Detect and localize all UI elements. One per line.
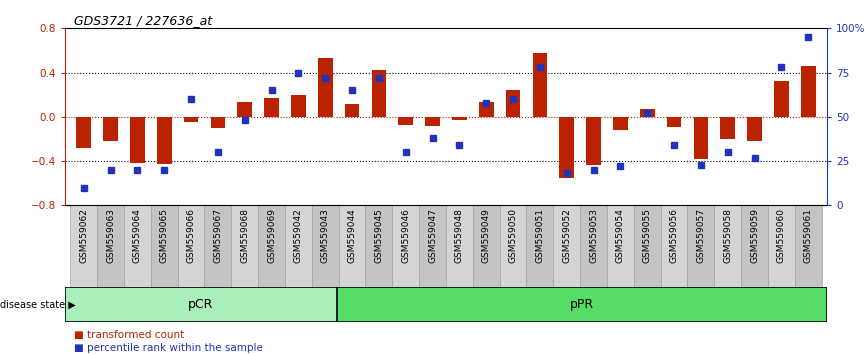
Bar (231, 205, 258, 289)
Bar (500, 205, 527, 289)
Bar (607, 205, 634, 289)
Text: GSM559042: GSM559042 (294, 208, 303, 263)
Bar (365, 205, 392, 289)
Bar (184, 117, 198, 122)
Bar (97, 205, 124, 289)
Bar (446, 205, 473, 289)
Bar (661, 205, 688, 289)
Bar (130, 117, 145, 163)
Bar (774, 81, 789, 117)
Text: GSM559053: GSM559053 (589, 208, 598, 263)
Text: GSM559048: GSM559048 (455, 208, 464, 263)
Text: GSM559052: GSM559052 (562, 208, 572, 263)
Bar (285, 205, 312, 289)
Bar (398, 117, 413, 125)
Bar (70, 205, 97, 289)
Bar (291, 95, 306, 117)
Bar (345, 104, 359, 117)
Text: GSM559043: GSM559043 (320, 208, 330, 263)
Text: GSM559068: GSM559068 (240, 208, 249, 263)
Bar (339, 205, 365, 289)
Bar (204, 205, 231, 289)
Bar (425, 117, 440, 126)
Bar (372, 70, 386, 117)
Bar (65, 287, 337, 322)
Text: GSM559049: GSM559049 (481, 208, 491, 263)
Bar (312, 205, 339, 289)
Text: GSM559046: GSM559046 (401, 208, 410, 263)
Bar (553, 205, 580, 289)
Text: GSM559051: GSM559051 (535, 208, 545, 263)
Bar (613, 117, 628, 130)
Text: GSM559063: GSM559063 (106, 208, 115, 263)
Bar (392, 205, 419, 289)
Bar (721, 117, 735, 139)
Bar (667, 117, 682, 127)
Bar (103, 117, 118, 141)
Bar (479, 102, 494, 117)
Text: GSM559067: GSM559067 (213, 208, 223, 263)
Text: GSM559066: GSM559066 (186, 208, 196, 263)
Bar (747, 117, 762, 141)
Bar (714, 205, 741, 289)
Bar (768, 205, 795, 289)
Text: disease state ▶: disease state ▶ (0, 299, 75, 309)
Text: GSM559065: GSM559065 (159, 208, 169, 263)
Text: GSM559060: GSM559060 (777, 208, 786, 263)
Bar (473, 205, 500, 289)
Bar (527, 205, 553, 289)
Text: GSM559056: GSM559056 (669, 208, 679, 263)
Text: pCR: pCR (188, 298, 214, 311)
Text: ■ transformed count: ■ transformed count (74, 330, 184, 339)
Bar (801, 66, 816, 117)
Bar (264, 98, 279, 117)
Text: GSM559062: GSM559062 (79, 208, 88, 263)
Bar (76, 117, 91, 148)
Bar (694, 117, 708, 159)
Bar (559, 117, 574, 178)
Text: GDS3721 / 227636_at: GDS3721 / 227636_at (74, 14, 211, 27)
Bar (640, 109, 655, 117)
Text: pPR: pPR (570, 298, 594, 311)
Bar (452, 117, 467, 120)
Bar (580, 205, 607, 289)
Bar (533, 53, 547, 117)
Bar (178, 205, 204, 289)
Bar (586, 117, 601, 166)
Bar (741, 205, 768, 289)
Text: GSM559059: GSM559059 (750, 208, 759, 263)
Bar (419, 205, 446, 289)
Text: GSM559050: GSM559050 (508, 208, 518, 263)
Text: GSM559047: GSM559047 (428, 208, 437, 263)
Bar (151, 205, 178, 289)
Bar (634, 205, 661, 289)
Text: GSM559058: GSM559058 (723, 208, 733, 263)
Bar (688, 205, 714, 289)
Text: GSM559044: GSM559044 (347, 208, 357, 263)
Bar (795, 205, 822, 289)
Text: GSM559054: GSM559054 (616, 208, 625, 263)
Bar (157, 117, 171, 164)
Text: GSM559055: GSM559055 (643, 208, 652, 263)
Bar (210, 117, 225, 128)
Bar (258, 205, 285, 289)
Text: ■ percentile rank within the sample: ■ percentile rank within the sample (74, 343, 262, 353)
Bar (318, 58, 333, 117)
Text: GSM559057: GSM559057 (696, 208, 706, 263)
Bar (237, 102, 252, 117)
Bar (124, 205, 151, 289)
Bar (337, 287, 827, 322)
Text: GSM559069: GSM559069 (267, 208, 276, 263)
Text: GSM559045: GSM559045 (374, 208, 384, 263)
Text: GSM559061: GSM559061 (804, 208, 813, 263)
Bar (506, 90, 520, 117)
Text: GSM559064: GSM559064 (132, 208, 142, 263)
